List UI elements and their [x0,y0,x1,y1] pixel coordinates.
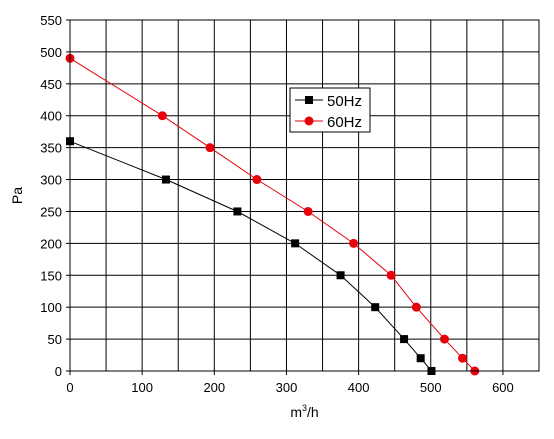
data-point [416,354,425,363]
data-point [458,353,468,363]
data-point [386,270,396,280]
data-point [336,271,345,280]
legend-label: 50Hz [327,93,362,110]
data-point [400,335,409,344]
x-axis-label-base: m [290,404,302,420]
plot-frame [69,19,540,372]
data-point [291,239,300,248]
data-point [371,303,380,312]
y-tick-label: 50 [48,332,62,347]
y-tick-label: 250 [40,204,62,219]
data-point [157,111,167,121]
x-axis-label: m3/h [290,403,318,420]
y-tick-label: 550 [40,13,62,28]
series-1 [65,53,480,376]
y-tick-label: 350 [40,141,62,156]
legend-marker [304,116,314,126]
data-point [439,334,449,344]
data-point [411,302,421,312]
data-point [303,206,313,216]
x-tick-label: 0 [66,380,73,395]
y-tick-label: 450 [40,77,62,92]
x-axis-label-tail: /h [307,404,319,420]
data-point [349,238,359,248]
grid [70,20,539,371]
y-tick-label: 200 [40,236,62,251]
data-point [161,175,170,184]
y-tick-label: 0 [55,364,62,379]
x-tick-label: 600 [492,380,514,395]
plot-series [65,53,480,376]
y-tick-label: 300 [40,173,62,188]
y-tick-label: 100 [40,300,62,315]
y-axis-label: Pa [9,187,25,204]
axis-ticks: 0 50 100 150 200 250 300 350 400 450 500 550 0 100 200… [40,13,513,395]
x-tick-label: 400 [348,380,370,395]
y-tick-label: 150 [40,268,62,283]
legend-marker [305,96,313,104]
x-tick-label: 300 [276,380,298,395]
legend-label: 60Hz [327,114,362,131]
x-tick-label: 200 [203,380,225,395]
x-tick-label: 500 [420,380,442,395]
x-tick-label: 100 [131,380,153,395]
y-tick-label: 500 [40,45,62,60]
x-axis-label-superscript: 3 [302,403,307,413]
data-point [205,143,215,153]
series-line [69,57,476,372]
data-point [252,175,262,185]
legend-box [289,87,371,133]
y-tick-label: 400 [40,109,62,124]
data-point [233,207,242,216]
legend: 50Hz 60Hz [289,87,371,133]
